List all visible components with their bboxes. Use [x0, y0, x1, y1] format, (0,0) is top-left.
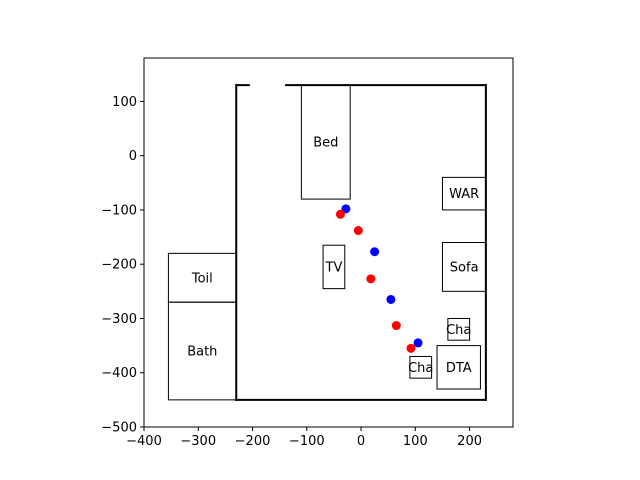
x-axis: −400 −300 −200 −100 0 100 200: [126, 427, 482, 449]
y-tick-label: −200: [101, 258, 137, 273]
furniture-dta-box: [436, 345, 481, 390]
furniture-toil-label: Toil: [191, 271, 213, 286]
furniture-bath-label: Bath: [187, 345, 217, 360]
blue-point: [413, 338, 423, 348]
y-axis: −500 −400 −300 −200 −100 0 100: [101, 95, 144, 436]
x-tick-label: 0: [357, 434, 365, 449]
x-tick-label: −300: [180, 434, 216, 449]
y-tick-label: −400: [101, 366, 137, 381]
furniture-dta-label: DTA: [446, 361, 472, 376]
red-point: [391, 321, 401, 331]
y-tick-label: 0: [129, 149, 137, 164]
furniture-bed-label: Bed: [313, 136, 338, 151]
points-layer: [335, 204, 423, 353]
y-tick-label: −100: [101, 203, 137, 218]
red-point: [366, 274, 376, 284]
red-point: [406, 343, 416, 353]
y-tick-label: 100: [112, 95, 137, 110]
walls-layer: [235, 83, 487, 401]
y-tick-label: −300: [101, 312, 137, 327]
red-point: [335, 209, 345, 219]
axes-frame: [143, 57, 514, 428]
x-tick-label: 200: [457, 434, 482, 449]
furniture-cha-box: [409, 355, 433, 379]
red-point: [353, 226, 363, 236]
blue-point: [370, 247, 380, 257]
furniture-cha-label: Cha: [408, 361, 433, 376]
furniture-war-label: WAR: [449, 187, 479, 202]
x-tick-label: −400: [126, 434, 162, 449]
x-tick-label: −200: [235, 434, 271, 449]
furniture-tv-label: TV: [325, 260, 343, 275]
furniture-cha-label: Cha: [446, 323, 471, 338]
furniture-cha-box: [447, 317, 471, 341]
x-tick-label: −100: [289, 434, 325, 449]
y-tick-label: −500: [101, 421, 137, 436]
furniture-sofa-label: Sofa: [450, 260, 479, 275]
blue-point: [386, 294, 396, 304]
x-tick-label: 100: [403, 434, 428, 449]
furniture-tv-box: [322, 244, 346, 290]
